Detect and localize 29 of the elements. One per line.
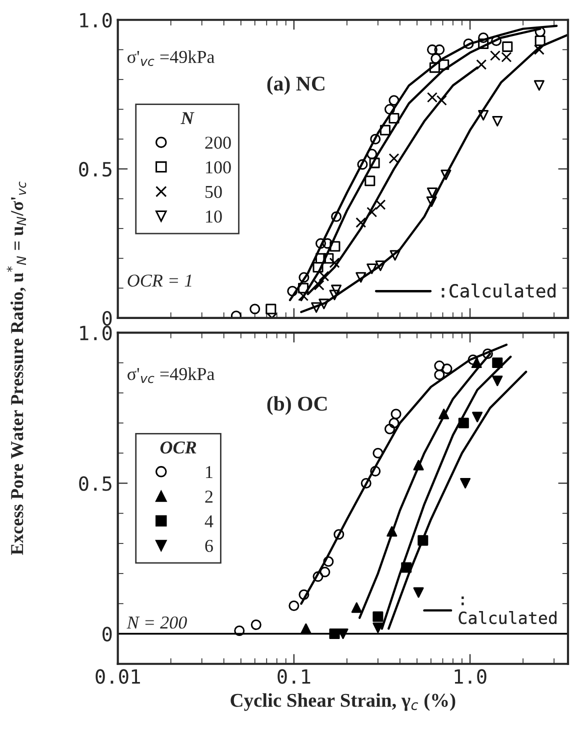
legend-label: 50 [206,186,222,198]
x-tick-label: 0.01 [96,669,140,684]
x-tick-label: 0.1 [278,669,310,684]
annotation: OCR = 1 [128,274,192,287]
legend-label: 100 [206,161,231,174]
legend-label: :Calculated [442,284,556,298]
legend-label: : Calculated [458,596,556,624]
legend-label: 200 [205,136,231,149]
annotation: σ'$_{vc}$ =49kPa [128,367,215,384]
y-tick-label: 0.5 [79,476,112,491]
legend-label: 6 [205,540,213,552]
y-axis-title: Excess Pore Water Pressure Ratio, u$^{*}$$_{N}$ = u$_{N}$/σ'$_{vc}$ [6,182,26,555]
legend-label: 1 [206,466,212,478]
y-tick-label: 1.0 [80,326,112,340]
x-tick-label: 1.0 [454,669,486,684]
y-tick-label: 0 [102,626,112,642]
annotation: σ'$_{vc}$ =49kPa [128,50,215,66]
annotation: N = 200 [126,616,187,629]
legend-label: 10 [206,210,222,223]
x-axis-title: Cyclic Shear Strain, γ$_{c}$ (%) [230,693,456,711]
y-tick-label: 0 [102,310,112,326]
y-tick-label: 0.5 [79,162,112,177]
annotation: (b) OC [267,396,327,415]
annotation: (a) NC [267,76,324,95]
legend-label: 2 [205,490,213,503]
legend-title: OCR [160,441,196,454]
legend-label: 4 [204,515,214,528]
legend-title: N [180,112,194,124]
y-tick-label: 1.0 [80,12,112,28]
